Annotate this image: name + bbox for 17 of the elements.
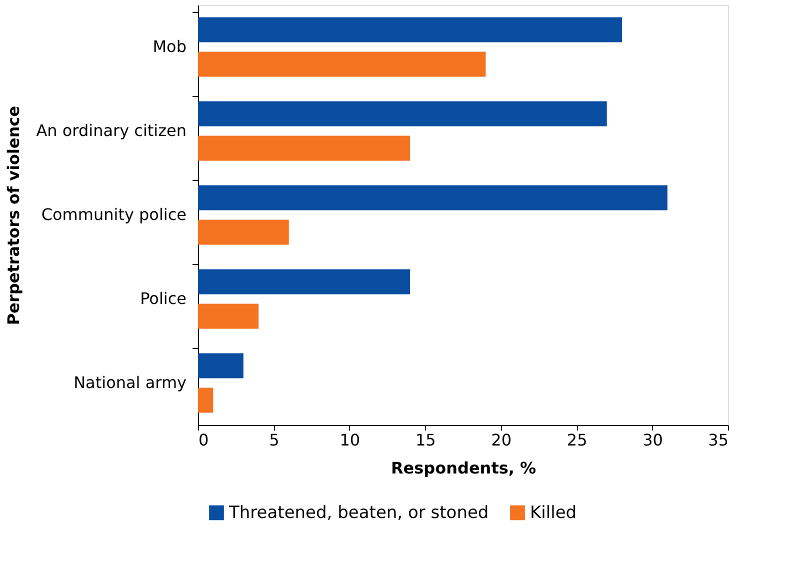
y-tick-label: Community police [41,205,186,224]
x-tick-label: 5 [269,430,280,450]
legend-label: Killed [530,502,577,523]
x-tick-label: 20 [491,430,512,450]
y-tick-label: National army [74,373,186,392]
y-tick-label: Police [140,289,186,308]
legend-label: Threatened, beaten, or stoned [228,502,489,523]
x-axis-title: Respondents, % [390,458,536,478]
y-tick-label: An ordinary citizen [36,121,186,140]
x-tick-label: 10 [340,430,360,450]
x-tick-label: 25 [566,430,588,450]
x-tick-label: 35 [708,430,728,450]
y-tick-label: Mob [152,37,186,56]
y-axis-title: Perpetrators of violence [4,106,24,326]
x-tick-label: 15 [415,430,436,450]
x-tick-label: 30 [642,430,663,450]
x-tick-label: 0 [198,430,209,450]
